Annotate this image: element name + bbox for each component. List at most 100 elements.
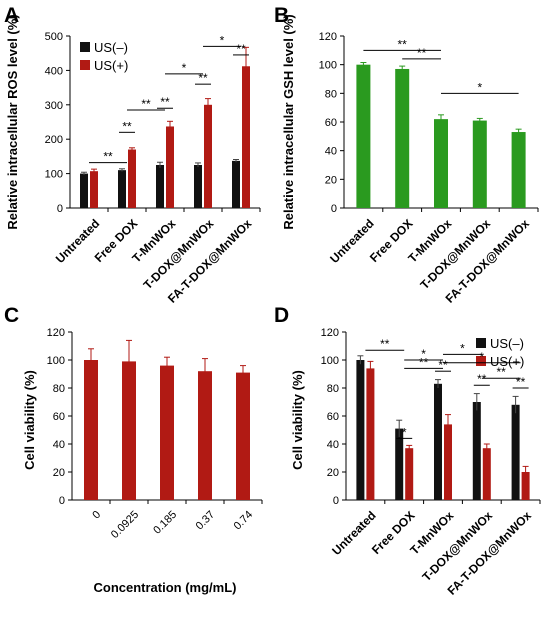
y-tick-label: 20 <box>53 467 65 479</box>
y-tick-label: 100 <box>47 355 65 367</box>
bar <box>242 66 250 208</box>
panel-c-xlabel: Concentration (mg/mL) <box>94 580 237 595</box>
bar <box>434 119 448 208</box>
bar <box>395 68 410 208</box>
legend-swatch <box>476 338 486 348</box>
bar <box>80 173 88 208</box>
bar <box>405 448 414 500</box>
bar <box>472 120 487 208</box>
bar <box>156 165 164 208</box>
panel-d-ylabel: Cell viability (%) <box>290 370 305 470</box>
bar <box>236 372 250 500</box>
y-tick-label: 20 <box>327 467 339 479</box>
y-tick-label: 60 <box>327 411 339 423</box>
bar <box>472 402 481 500</box>
y-tick-label: 120 <box>47 327 65 339</box>
panel-a: A Relative intracellular ROS level (%) 0… <box>4 4 261 306</box>
significance-label: * <box>479 350 484 364</box>
panel-c-ylabel: Cell viability (%) <box>22 370 37 470</box>
legend-swatch <box>80 42 90 52</box>
bar <box>482 448 491 500</box>
significance-label: * <box>182 61 187 75</box>
y-tick-label: 120 <box>319 31 337 43</box>
bar <box>356 360 365 500</box>
panel-c-letter: C <box>4 304 19 327</box>
significance-label: ** <box>419 355 429 369</box>
panel-b-letter: B <box>274 4 289 27</box>
y-tick-label: 300 <box>45 100 63 112</box>
significance-label: ** <box>417 46 427 60</box>
bar <box>511 132 526 208</box>
y-tick-label: 40 <box>53 439 65 451</box>
y-tick-label: 120 <box>321 327 339 339</box>
significance-label: ** <box>398 37 408 51</box>
panel-c-plot: 0 20 40 60 80 100 120 0 0.0925 0.185 0.37 0.74 <box>47 327 263 541</box>
panel-d: D Cell viability (%) 020406080100120Untr… <box>274 304 541 598</box>
y-tick-label: 0 <box>331 203 337 215</box>
bar <box>395 428 404 500</box>
bar <box>198 371 212 500</box>
legend-label: US(+) <box>490 354 524 369</box>
significance-label: * <box>402 425 407 439</box>
y-tick-label: 500 <box>45 31 63 43</box>
panel-b-ylabel: Relative intracellular GSH level (%) <box>281 14 296 229</box>
bar <box>166 126 174 208</box>
legend-label: US(–) <box>94 40 128 55</box>
y-tick-label: 60 <box>325 117 337 129</box>
legend-swatch <box>476 356 486 366</box>
significance-label: ** <box>103 150 113 164</box>
y-tick-label: 80 <box>53 383 65 395</box>
x-tick-label: 0.37 <box>194 509 218 533</box>
bar <box>128 149 136 208</box>
y-tick-label: 40 <box>325 146 337 158</box>
bar <box>194 165 202 208</box>
y-tick-label: 100 <box>45 169 63 181</box>
bar <box>356 64 371 209</box>
y-tick-label: 80 <box>327 383 339 395</box>
bar <box>444 424 452 500</box>
bar <box>366 368 375 500</box>
significance-label: * <box>460 341 465 355</box>
x-tick-label: 0.74 <box>232 509 256 533</box>
bar <box>521 472 530 500</box>
panel-c: C Cell viability (%) Concentration (mg/m… <box>4 304 263 595</box>
y-tick-label: 0 <box>333 495 339 507</box>
bar <box>118 170 126 208</box>
legend-label: US(–) <box>490 336 524 351</box>
significance-label: * <box>421 347 426 361</box>
bar <box>90 171 98 208</box>
x-tick-label: 0.185 <box>151 509 179 537</box>
bar <box>84 360 98 500</box>
legend-label: US(+) <box>94 58 128 73</box>
significance-label: ** <box>141 97 151 111</box>
panel-a-ylabel: Relative intracellular ROS level (%) <box>5 14 20 229</box>
x-tick-label: 0.0925 <box>109 509 141 541</box>
y-tick-label: 20 <box>325 174 337 186</box>
y-tick-label: 100 <box>321 355 339 367</box>
y-tick-label: 0 <box>57 203 63 215</box>
significance-label: ** <box>497 365 507 379</box>
bar <box>232 160 240 208</box>
significance-label: * <box>220 33 225 47</box>
y-tick-label: 80 <box>325 88 337 100</box>
panel-d-letter: D <box>274 304 289 327</box>
significance-label: * <box>477 80 482 94</box>
bar <box>434 383 442 500</box>
bar <box>511 404 520 500</box>
panel-a-letter: A <box>4 4 19 27</box>
legend-swatch <box>80 60 90 70</box>
x-tick-label: 0 <box>90 509 103 522</box>
x-tick-label: T-DOX@MnWOx <box>141 216 217 292</box>
significance-label: ** <box>160 95 170 109</box>
y-tick-label: 400 <box>45 65 63 77</box>
y-tick-label: 0 <box>59 495 65 507</box>
significance-label: ** <box>198 71 208 85</box>
significance-label: ** <box>122 119 132 133</box>
x-tick-label: T-DOX@MnWOx <box>419 508 495 584</box>
significance-label: ** <box>516 375 526 389</box>
bar <box>122 361 136 500</box>
